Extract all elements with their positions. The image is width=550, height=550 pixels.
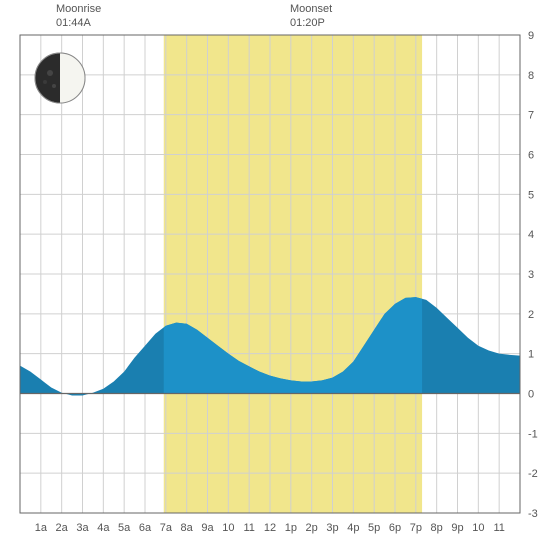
x-tick-label: 10	[472, 522, 484, 534]
moonset-time: 01:20P	[290, 16, 332, 30]
y-tick-label: -1	[528, 428, 538, 440]
y-tick-label: 2	[528, 309, 534, 321]
y-tick-label: -2	[528, 468, 538, 480]
x-tick-label: 1a	[35, 522, 48, 534]
tide-chart: Moonrise 01:44A Moonset 01:20P 1a2a3a4a5…	[0, 0, 550, 550]
x-tick-label: 12	[264, 522, 276, 534]
x-tick-label: 3p	[326, 522, 338, 534]
x-tick-label: 4a	[97, 522, 110, 534]
x-tick-label: 6p	[389, 522, 401, 534]
x-tick-label: 7p	[410, 522, 422, 534]
x-tick-label: 3a	[76, 522, 89, 534]
y-tick-label: 1	[528, 349, 534, 361]
moon-phase-icon	[35, 53, 85, 103]
x-tick-label: 5p	[368, 522, 380, 534]
moonrise-time: 01:44A	[56, 16, 101, 30]
y-tick-label: 6	[528, 150, 534, 162]
moonset-title: Moonset	[290, 2, 332, 16]
y-tick-label: 0	[528, 389, 534, 401]
x-tick-label: 1p	[285, 522, 297, 534]
y-tick-label: 7	[528, 110, 534, 122]
x-tick-label: 11	[493, 522, 504, 534]
x-tick-label: 8p	[431, 522, 443, 534]
chart-svg: 1a2a3a4a5a6a7a8a9a1011121p2p3p4p5p6p7p8p…	[0, 0, 550, 550]
x-tick-label: 11	[243, 522, 254, 534]
x-tick-label: 6a	[139, 522, 152, 534]
x-tick-label: 4p	[347, 522, 359, 534]
y-tick-label: 5	[528, 189, 534, 201]
y-tick-label: 4	[528, 229, 534, 241]
x-tick-label: 5a	[118, 522, 131, 534]
moonset-label: Moonset 01:20P	[290, 2, 332, 31]
y-tick-label: 9	[528, 30, 534, 42]
x-tick-label: 2a	[56, 522, 69, 534]
y-tick-label: -3	[528, 508, 538, 520]
x-tick-label: 9a	[201, 522, 214, 534]
y-tick-label: 8	[528, 70, 534, 82]
x-tick-label: 2p	[306, 522, 318, 534]
y-tick-label: 3	[528, 269, 534, 281]
moonrise-label: Moonrise 01:44A	[56, 2, 101, 31]
x-tick-label: 7a	[160, 522, 173, 534]
moonrise-title: Moonrise	[56, 2, 101, 16]
x-tick-label: 8a	[181, 522, 194, 534]
x-tick-label: 9p	[451, 522, 463, 534]
x-tick-label: 10	[222, 522, 234, 534]
